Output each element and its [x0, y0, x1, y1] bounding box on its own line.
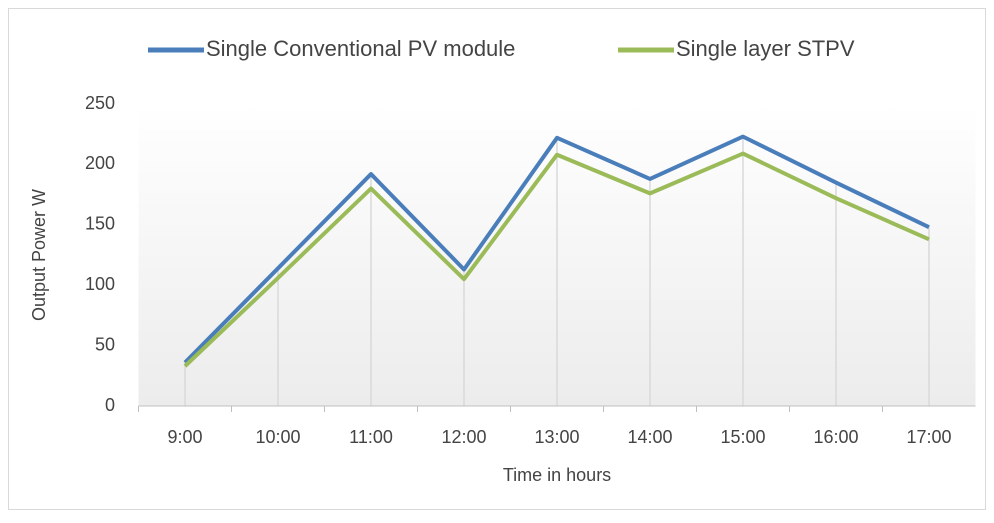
- y-tick-label: 100: [85, 274, 115, 294]
- legend-label: Single layer STPV: [676, 36, 855, 61]
- x-axis-title: Time in hours: [503, 465, 611, 485]
- x-tick-label: 13:00: [534, 427, 579, 447]
- x-tick-label: 10:00: [255, 427, 300, 447]
- y-axis-title: Output Power W: [29, 189, 49, 321]
- y-tick-label: 0: [105, 395, 115, 415]
- series-line: [183, 134, 930, 364]
- x-tick-label: 17:00: [906, 427, 951, 447]
- x-tick-label: 9:00: [167, 427, 202, 447]
- x-tick-label: 12:00: [441, 427, 486, 447]
- y-tick-label: 250: [85, 93, 115, 113]
- legend-label: Single Conventional PV module: [206, 36, 515, 61]
- x-tick-label: 15:00: [720, 427, 765, 447]
- y-tick-label: 200: [85, 153, 115, 173]
- y-tick-label: 150: [85, 214, 115, 234]
- series-line: [183, 151, 930, 368]
- x-tick-label: 16:00: [813, 427, 858, 447]
- x-tick-label: 11:00: [349, 427, 393, 447]
- x-tick-label: 14:00: [627, 427, 672, 447]
- y-tick-label: 50: [95, 334, 115, 354]
